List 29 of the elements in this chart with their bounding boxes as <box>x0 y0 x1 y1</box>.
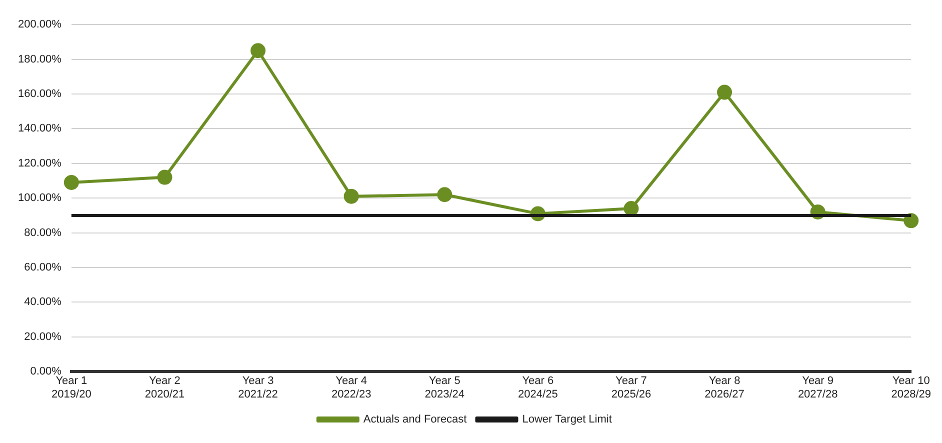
y-tick-label: 160.00% <box>18 88 62 100</box>
x-tick-label: Year 5 2023/24 <box>424 375 465 400</box>
x-tick-label: Year 7 2025/26 <box>611 375 652 400</box>
point <box>717 84 732 100</box>
y-tick-label: 80.00% <box>24 226 62 239</box>
y-tick-label: 200.00% <box>18 18 62 31</box>
x-tick-label: Year 1 2019/20 <box>52 375 92 400</box>
point <box>904 213 919 228</box>
x-tick-label: Year 8 2026/27 <box>704 375 744 400</box>
x-tick-label: Year 2 2020/21 <box>144 375 185 400</box>
y-tick-label: 60.00% <box>24 262 62 274</box>
y-tick-label: 100.00% <box>18 192 62 204</box>
y-tick-label: 140.00% <box>18 122 62 135</box>
point <box>250 43 266 58</box>
x-tick-label: Year 6 2024/25 <box>518 375 558 400</box>
y-tick-label: 20.00% <box>24 330 62 343</box>
legend-label: Actuals and Forecast <box>363 414 467 426</box>
x-tick-label: Year 9 2027/28 <box>798 375 838 400</box>
x-tick-label: Year 3 2021/22 <box>238 375 278 400</box>
legend-label: Lower Target Limit <box>522 414 612 426</box>
point <box>437 187 452 202</box>
y-tick-label: 40.00% <box>24 296 62 308</box>
point <box>157 170 172 185</box>
x-tick-label: Year 10 2028/29 <box>891 375 931 400</box>
x-tick-label: Year 4 2022/23 <box>331 375 372 400</box>
point <box>344 188 359 204</box>
y-tick-label: 120.00% <box>18 157 62 170</box>
y-tick-label: 180.00% <box>18 53 62 66</box>
point <box>64 174 79 190</box>
